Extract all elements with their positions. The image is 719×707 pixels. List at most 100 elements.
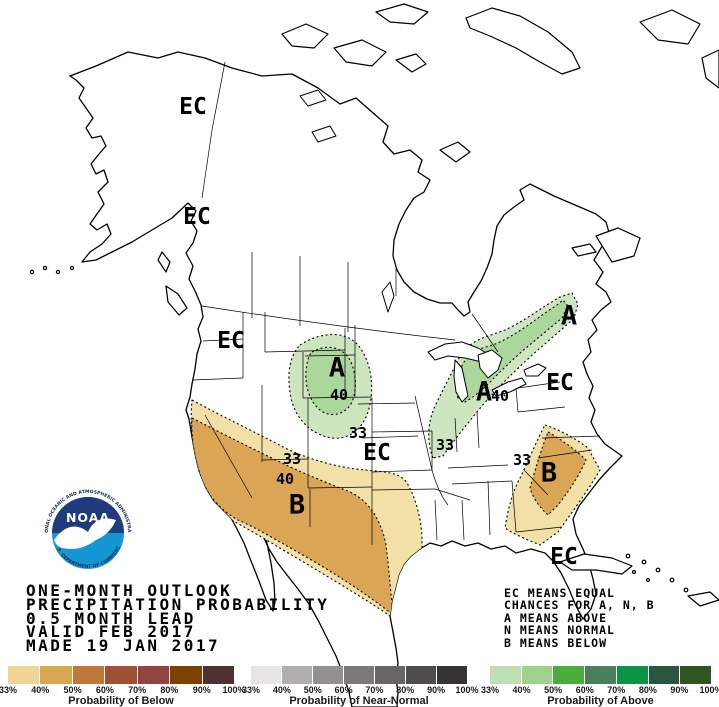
map-label-a: A <box>476 377 492 408</box>
colorbar-swatch <box>647 666 680 684</box>
title-line-5: MADE 19 JAN 2017 <box>26 636 221 656</box>
colorbar-swatch <box>201 666 234 684</box>
colorbar-near-normal-ticks: 33% 40% 50% 60% 70% 80% 90% 100% <box>242 684 479 695</box>
colorbar-swatch <box>436 666 467 684</box>
colorbar-swatch <box>312 666 343 684</box>
colorbar-tick: 90% <box>670 685 689 695</box>
map-label-33: 33 <box>436 436 454 454</box>
colorbar-tick: 60% <box>95 685 114 695</box>
map-label-33: 33 <box>513 451 531 469</box>
colorbar-tick: 80% <box>396 685 415 695</box>
title-line-4: VALID FEB 2017 <box>26 622 196 642</box>
colorbar-tick: 33% <box>0 685 18 695</box>
lake-huron <box>477 349 503 379</box>
colorbar-swatch <box>251 666 281 684</box>
legend-line-4: N MEANS NORMAL <box>504 623 615 638</box>
legend-line-5: B MEANS BELOW <box>504 635 608 650</box>
colorbar-tick: 40% <box>272 685 291 695</box>
colorbar-tick: 50% <box>544 685 563 695</box>
colorbar-below-caption: Probability of Below <box>68 695 174 707</box>
map-label-ec: EC <box>179 94 207 120</box>
colorbar-tick: 100% <box>222 685 246 695</box>
map-label-ec: EC <box>546 370 574 396</box>
legend-line-2: CHANCES FOR A, N, B <box>504 598 655 613</box>
colorbar-tick: 60% <box>334 685 353 695</box>
colorbar-swatch <box>281 666 312 684</box>
colorbar-near-normal-swatches <box>251 666 467 684</box>
map-label-40: 40 <box>276 470 294 488</box>
legend-key: EC MEANS EQUAL CHANCES FOR A, N, B A MEA… <box>504 587 655 649</box>
colorbar-swatch <box>71 666 105 684</box>
state-borders <box>192 61 601 545</box>
colorbar-tick: 33% <box>480 685 500 695</box>
colorbar-tick: 70% <box>365 685 384 695</box>
lake-michigan <box>453 359 469 403</box>
colorbar-swatch <box>584 666 616 684</box>
noaa-logo-name: NOAA <box>66 510 110 525</box>
lakes <box>299 89 547 403</box>
colorbar-tick: 33% <box>241 685 261 695</box>
colorbar-swatch <box>8 666 40 684</box>
noaa-seagull-icon <box>54 518 116 549</box>
map-label-a: A <box>561 301 577 332</box>
colorbar-tick: 40% <box>31 685 50 695</box>
colorbar-tick: 100% <box>699 685 719 695</box>
colorbar-tick: 70% <box>607 685 626 695</box>
colorbar-near-normal: 33% 40% 50% 60% 70% 80% 90% 100% Probability of… <box>242 666 479 707</box>
colorbar-swatch <box>136 666 170 684</box>
colorbar-above-ticks: 33% 40% 50% 60% 70% 80% 90% 100% <box>481 684 719 695</box>
map-title: ONE-MONTH OUTLOOK PRECIPITATION PROBABIL… <box>26 581 330 656</box>
colorbar-tick: 50% <box>63 685 82 695</box>
islands <box>29 3 719 607</box>
map-label-33: 33 <box>283 450 301 468</box>
lake-ontario <box>523 363 547 377</box>
great-bear-lake <box>299 89 327 107</box>
colorbar-tick: 90% <box>192 685 211 695</box>
colorbar-swatch <box>520 666 553 684</box>
map-label-ec: EC <box>363 440 391 466</box>
colorbar-tick: 40% <box>512 685 531 695</box>
colorbar-swatch <box>679 666 712 684</box>
colorbar-swatch <box>615 666 648 684</box>
title-line-1: ONE-MONTH OUTLOOK <box>26 581 233 600</box>
map-label-a: A <box>329 353 345 384</box>
colorbar-swatch <box>490 666 521 684</box>
map-label-ec: EC <box>183 204 211 230</box>
map-label-40: 40 <box>491 387 509 405</box>
map-label-ec: EC <box>217 328 245 354</box>
map-label-ec: EC <box>550 544 578 570</box>
region-above-40-greatlakes <box>456 299 569 403</box>
colorbar-below: 33% 40% 50% 60% 70% 80% 90% 100% Probability of… <box>0 666 246 707</box>
title-line-3: 0.5 MONTH LEAD <box>26 608 196 628</box>
colorbar-below-swatches <box>8 666 234 684</box>
colorbar-swatch <box>405 666 436 684</box>
colorbar-above-caption: Probability of Above <box>547 695 654 707</box>
colorbar-above-swatches <box>490 666 712 684</box>
colorbar-tick: 60% <box>575 685 594 695</box>
title-line-2: PRECIPITATION PROBABILITY <box>26 594 330 614</box>
great-slave-lake <box>311 125 337 143</box>
map-label-40: 40 <box>330 386 348 404</box>
colorbar-below-ticks: 33% 40% 50% 60% 70% 80% 90% 100% <box>0 684 246 695</box>
colorbar-swatch <box>169 666 202 684</box>
map-label-33: 33 <box>349 424 367 442</box>
lake-winnipeg <box>381 281 395 313</box>
colorbar-swatch <box>39 666 72 684</box>
colorbar-tick: 90% <box>427 685 446 695</box>
colorbar-above: 33% 40% 50% 60% 70% 80% 90% 100% Probability of… <box>481 666 719 707</box>
colorbar-tick: 80% <box>638 685 657 695</box>
colorbar-near-normal-caption: Probability of Near-Normal <box>289 695 429 707</box>
legend-line-1: EC MEANS EQUAL <box>504 586 615 600</box>
colorbar-swatch <box>374 666 405 684</box>
outlook-regions <box>190 292 601 619</box>
colorbar-tick: 100% <box>455 685 479 695</box>
colorbar-swatch <box>343 666 374 684</box>
region-below-40-southwest <box>191 417 394 616</box>
colorbar-tick: 80% <box>160 685 179 695</box>
map-label-b: B <box>289 490 305 521</box>
map-label-b: B <box>541 458 557 489</box>
colorbar-swatch <box>552 666 585 684</box>
